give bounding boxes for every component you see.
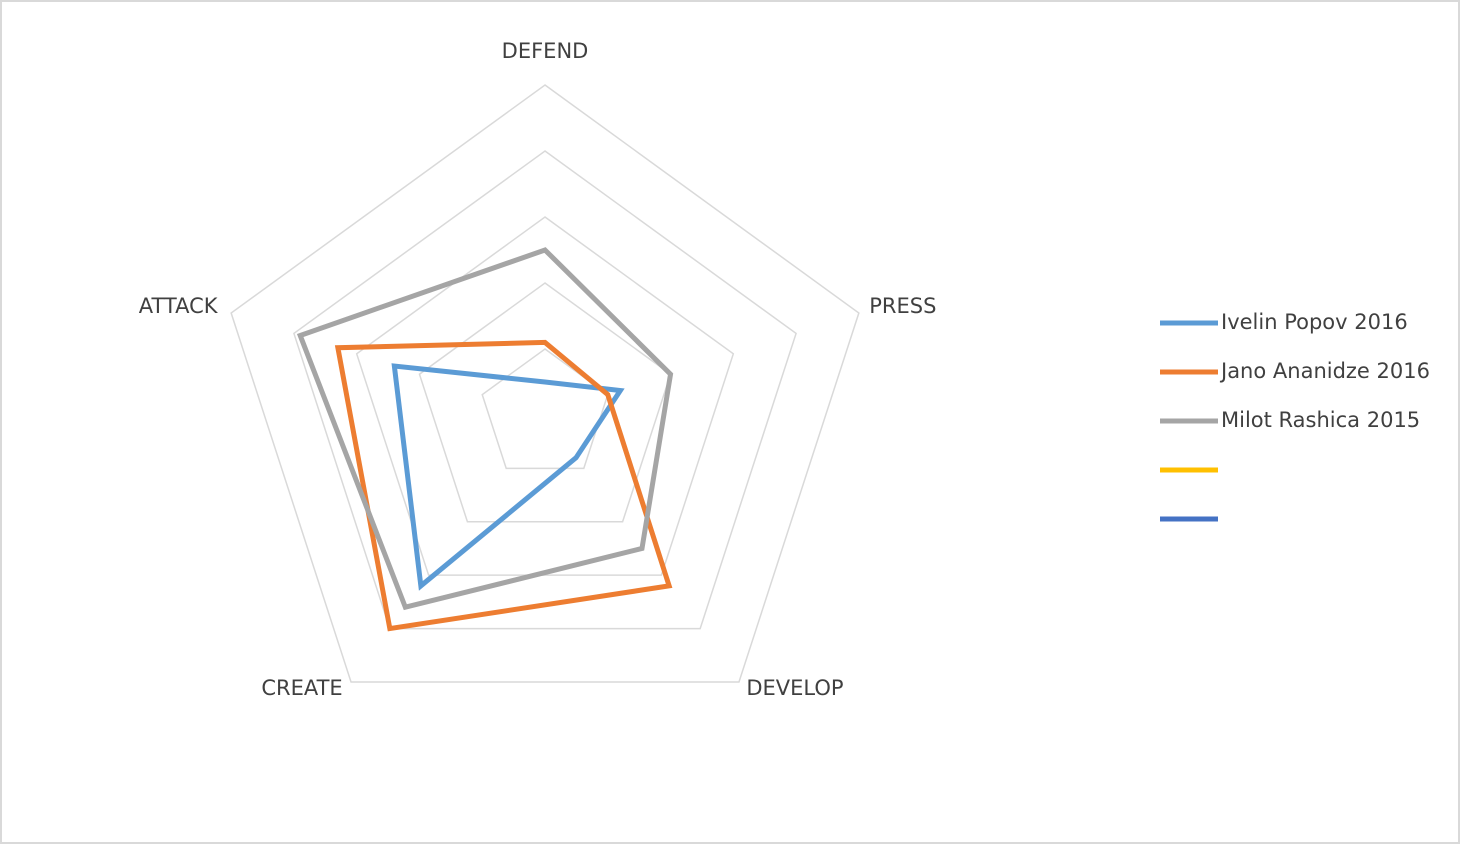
legend-label: Ivelin Popov 2016 [1221, 310, 1408, 334]
axis-label: DEVELOP [746, 676, 843, 700]
axis-label: ATTACK [139, 294, 219, 318]
legend-label: Jano Ananidze 2016 [1219, 359, 1430, 383]
series-line [391, 363, 625, 591]
axis-label: DEFEND [502, 39, 589, 63]
legend-label: Milot Rashica 2015 [1221, 408, 1420, 432]
grid-ring [230, 84, 860, 683]
grid-ring [418, 282, 672, 523]
series-line [334, 339, 673, 632]
axis-label: CREATE [261, 676, 342, 700]
series-line [296, 247, 674, 611]
axis-label: PRESS [869, 294, 936, 318]
grid-ring [293, 150, 797, 630]
grid-ring [355, 216, 735, 576]
